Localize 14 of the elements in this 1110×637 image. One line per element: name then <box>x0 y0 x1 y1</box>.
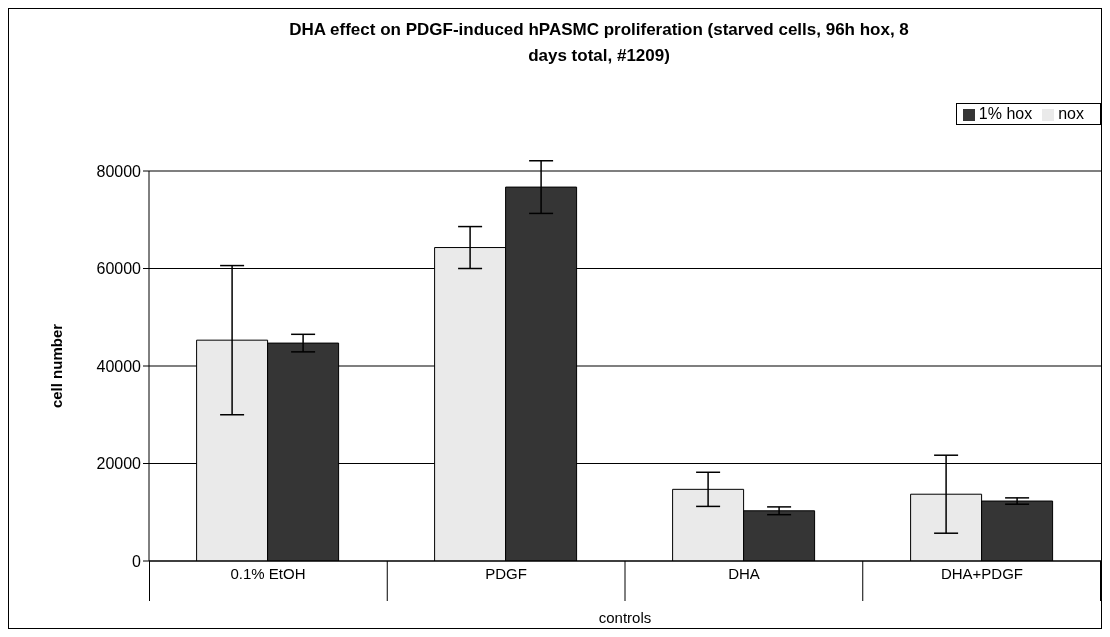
y-tick-label: 60000 <box>96 260 142 278</box>
legend-label: 1% hox <box>978 105 1033 122</box>
legend-label: nox <box>1058 105 1084 122</box>
x-axis-title: controls <box>598 609 652 626</box>
y-tick-label: 20000 <box>96 455 142 473</box>
x-tick-label: PDGF <box>485 565 527 582</box>
x-tick-label: DHA+PDGF <box>940 565 1024 582</box>
y-tick-label: 0 <box>132 552 142 570</box>
chart-title: DHA effect on PDGF-induced hPASMC proliferation (starved cells, 96h hox, 8 days total, #1209) <box>288 19 910 67</box>
y-tick-label: 40000 <box>96 357 142 375</box>
x-tick-label: DHA <box>728 565 760 582</box>
y-tick-label: 80000 <box>96 162 142 180</box>
y-axis-title: cell number <box>48 323 66 409</box>
x-tick-label: 0.1% EtOH <box>230 565 306 582</box>
